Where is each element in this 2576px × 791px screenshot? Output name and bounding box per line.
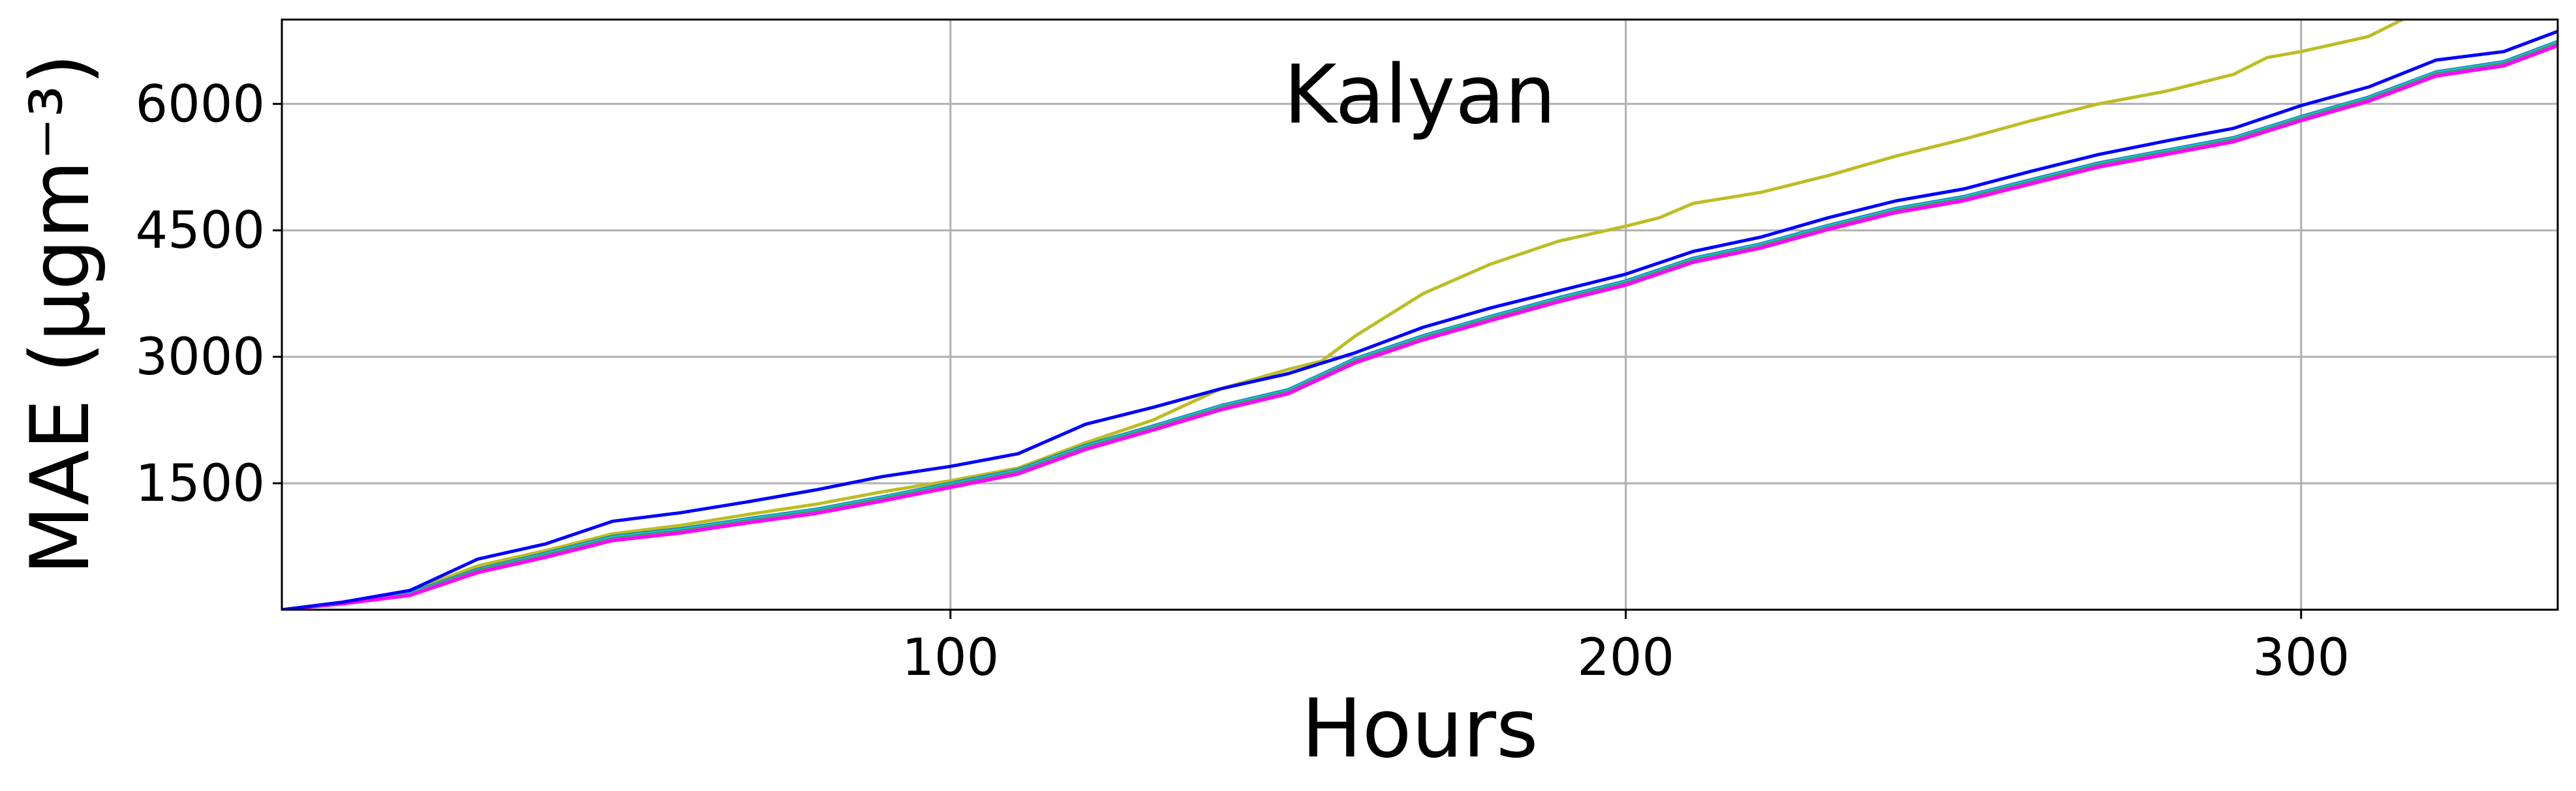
x-tick-label: 100 — [902, 629, 999, 687]
y-tick-label: 1500 — [135, 455, 265, 513]
y-ticks: 1500 3000 4500 6000 — [135, 75, 282, 513]
y-tick-label: 4500 — [135, 201, 265, 260]
y-axis-label: MAE (μgm⁻³) — [14, 53, 108, 575]
y-tick-label: 6000 — [135, 75, 265, 134]
x-axis-label: Hours — [1301, 682, 1538, 776]
x-tick-label: 200 — [1577, 629, 1674, 687]
chart-title: Kalyan — [1283, 48, 1556, 142]
series-line-7 — [282, 29, 2558, 610]
x-ticks: 100 200 300 — [902, 610, 2350, 687]
series-line-1 — [282, 20, 2404, 610]
series-lines — [282, 20, 2558, 610]
y-tick-label: 3000 — [135, 328, 265, 387]
plot-frame — [281, 18, 2559, 611]
series-line-6 — [282, 44, 2558, 610]
x-tick-label: 300 — [2252, 629, 2350, 687]
